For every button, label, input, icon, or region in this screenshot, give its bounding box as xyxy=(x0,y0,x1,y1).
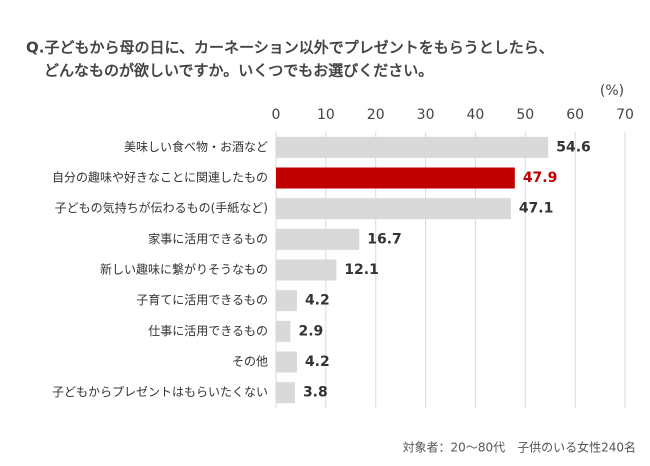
unit-label: (%) xyxy=(600,83,624,99)
x-tick-label: 10 xyxy=(317,107,335,123)
value-label: 4.2 xyxy=(305,354,330,370)
bar xyxy=(276,290,297,312)
value-label: 2.9 xyxy=(298,323,323,339)
bar xyxy=(276,167,515,189)
y-tick-label: 新しい趣味に繋がりそうなもの xyxy=(100,262,268,277)
value-label: 47.9 xyxy=(523,170,558,186)
x-tick-label: 50 xyxy=(516,107,534,123)
x-tick-label: 30 xyxy=(417,107,435,123)
y-tick-label: その他 xyxy=(232,355,268,369)
note: 対象者：20～80代 子供のいる女性240名 xyxy=(403,440,636,455)
x-tick-label: 0 xyxy=(272,107,281,123)
bar xyxy=(276,228,360,250)
x-tick-label: 60 xyxy=(566,107,584,123)
bar xyxy=(276,382,295,404)
bar xyxy=(276,351,297,373)
value-label: 12.1 xyxy=(344,262,379,278)
value-label: 4.2 xyxy=(305,293,330,309)
bar xyxy=(276,259,337,281)
x-tick-label: 40 xyxy=(467,107,485,123)
y-tick-label: 子どもからプレゼントはもらいたくない xyxy=(52,385,268,399)
value-label: 3.8 xyxy=(303,385,328,401)
bar xyxy=(276,198,511,220)
y-tick-label: 家事に活用できるもの xyxy=(148,231,268,246)
y-tick-label: 仕事に活用できるもの xyxy=(148,324,268,338)
bar xyxy=(276,136,549,158)
chart-title: どんなものが欲しいですか。いくつでもお選びください。 xyxy=(44,62,433,80)
value-label: 54.6 xyxy=(556,139,591,155)
value-label: 16.7 xyxy=(367,231,402,247)
bar xyxy=(276,320,291,342)
y-tick-label: 子どもの気持ちが伝わるもの(手紙など) xyxy=(55,200,268,215)
value-label: 47.1 xyxy=(519,201,554,217)
x-tick-label: 20 xyxy=(367,107,385,123)
chart-title: Q.子どもから母の日に、カーネーション以外でプレゼントをもらうとしたら、 xyxy=(26,39,554,57)
y-tick-label: 子育てに活用できるもの xyxy=(136,292,268,307)
x-tick-label: 70 xyxy=(616,107,634,123)
y-tick-label: 自分の趣味や好きなことに関連したもの xyxy=(52,170,268,185)
y-tick-label: 美味しい食べ物・お酒など xyxy=(124,139,268,154)
